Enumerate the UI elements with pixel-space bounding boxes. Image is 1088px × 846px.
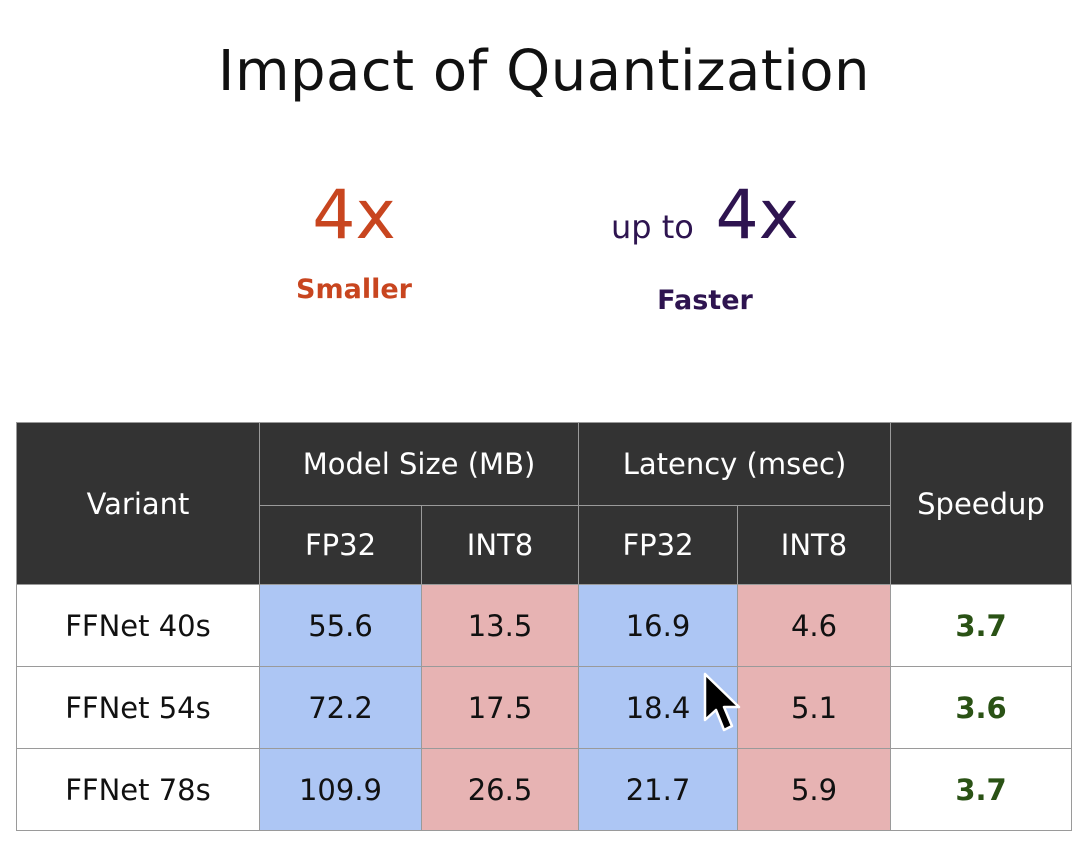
header-row-top: Variant Model Size (MB) Latency (msec) S… — [16, 422, 1072, 585]
size-int8-cell: 13.5 — [421, 584, 579, 667]
faster-prefix: up to — [610, 208, 694, 246]
latency-int8-cell: 5.9 — [737, 748, 891, 831]
size-fp32-cell: 109.9 — [259, 748, 422, 831]
header-model-size: Model Size (MB) — [259, 422, 579, 506]
latency-int8-cell: 4.6 — [737, 584, 891, 667]
header-model-int8: INT8 — [421, 505, 579, 585]
header-latency: Latency (msec) — [578, 422, 891, 506]
table-row: FFNet 40s 55.6 13.5 16.9 4.6 3.7 — [16, 584, 1072, 667]
latency-fp32-cell: 21.7 — [578, 748, 738, 831]
header-latency-fp32: FP32 — [578, 505, 738, 585]
latency-fp32-cell: 16.9 — [578, 584, 738, 667]
arrow-cursor-icon — [703, 672, 741, 732]
header-speedup: Speedup — [890, 422, 1072, 585]
results-table: Variant Model Size (MB) Latency (msec) S… — [16, 422, 1072, 831]
size-int8-cell: 17.5 — [421, 666, 579, 749]
faster-label: Faster — [657, 285, 753, 316]
stat-smaller: 4x Smaller — [254, 172, 454, 310]
header-model-fp32: FP32 — [259, 505, 422, 585]
latency-int8-cell: 5.1 — [737, 666, 891, 749]
size-fp32-cell: 72.2 — [259, 666, 422, 749]
table-row: FFNet 78s 109.9 26.5 21.7 5.9 3.7 — [16, 748, 1072, 831]
size-fp32-cell: 55.6 — [259, 584, 422, 667]
header-variant: Variant — [16, 422, 260, 585]
header-latency-int8: INT8 — [737, 505, 891, 585]
smaller-value: 4x — [312, 176, 396, 255]
size-int8-cell: 26.5 — [421, 748, 579, 831]
variant-cell: FFNet 40s — [16, 584, 260, 667]
table-row: FFNet 54s 72.2 17.5 18.4 5.1 3.6 — [16, 666, 1072, 749]
speedup-cell: 3.6 — [890, 666, 1072, 749]
variant-cell: FFNet 78s — [16, 748, 260, 831]
faster-value: 4x — [715, 176, 800, 255]
faster-value-line: up to 4x — [590, 172, 820, 271]
header-row-sub: FP32 INT8 FP32 INT8 — [17, 505, 1072, 585]
variant-cell: FFNet 54s — [16, 666, 260, 749]
speedup-cell: 3.7 — [890, 584, 1072, 667]
stat-faster: up to 4x Faster — [590, 172, 820, 321]
smaller-label: Smaller — [296, 274, 412, 305]
page-title: Impact of Quantization — [217, 38, 871, 104]
speedup-cell: 3.7 — [890, 748, 1072, 831]
